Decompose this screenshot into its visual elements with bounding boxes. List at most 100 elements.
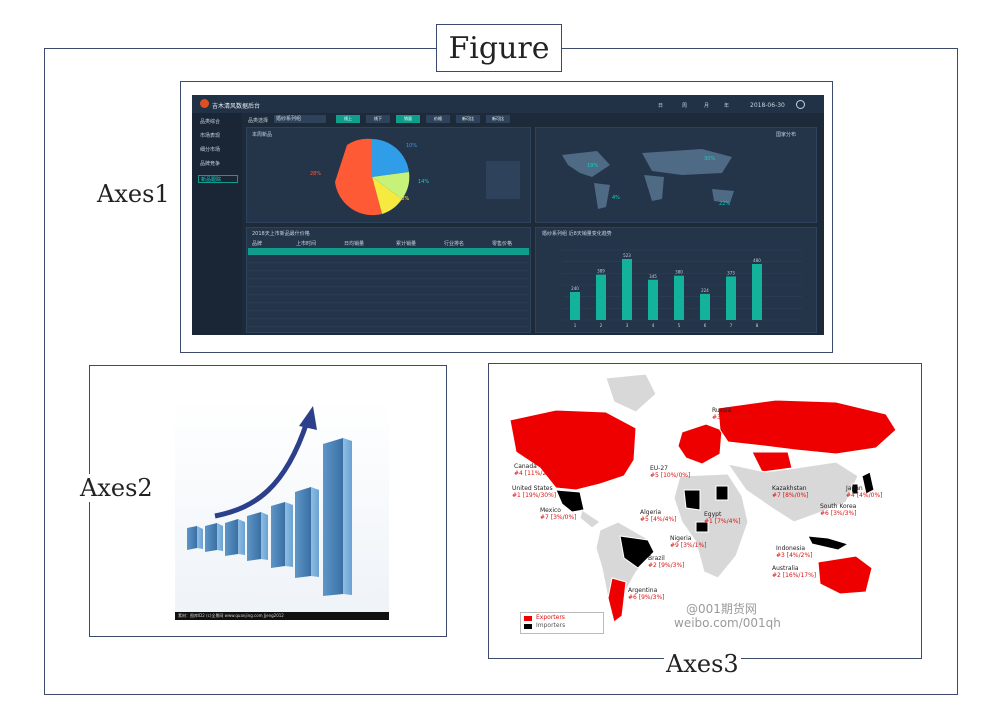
bar-data-label: 240	[571, 286, 579, 291]
image-caption-bar	[175, 612, 389, 620]
sidebar-item-segment[interactable]: 细分市场	[200, 147, 221, 153]
user-icon[interactable]	[796, 100, 805, 109]
pie-legend-box	[486, 161, 520, 199]
bar-data-label: 224	[701, 288, 709, 293]
table-header-date: 上市时间	[296, 241, 317, 247]
dashboard-map-card	[535, 127, 817, 223]
table-card-title: 2018天上市新品最什价格	[252, 231, 310, 237]
sidebar-item-newproduct[interactable]: 新品跟踪	[198, 175, 238, 183]
table-header-rank: 行业排名	[444, 241, 465, 247]
legend-swatch-exporters	[524, 616, 532, 621]
watermark-line2: weibo.com/001qh	[674, 616, 781, 630]
growth-bar-image	[175, 398, 389, 620]
legend-label-importers: Importers	[536, 622, 566, 629]
bar-mark	[700, 293, 710, 320]
bar-mark	[596, 274, 606, 320]
pie-label-2: 28%	[310, 171, 322, 177]
value-eu27: #5 [10%/0%]	[650, 472, 690, 479]
label-brazil: Brazil	[648, 555, 665, 562]
dashboard-topbar	[192, 95, 824, 113]
tab-online[interactable]: 线上	[336, 115, 360, 123]
world-map-svg	[509, 373, 897, 623]
period-tab-year[interactable]: 年	[724, 103, 730, 109]
axes2-label: Axes2	[78, 474, 155, 502]
filter-select[interactable]: 婚纱系列组	[274, 115, 326, 123]
bar-x-tick: 2	[600, 323, 603, 328]
value-japan: #4 [4%/0%]	[846, 492, 883, 499]
map-labels: Russia #3 [14%/0%] Canada #4 [11%/23%] U…	[512, 407, 883, 601]
growth-arrow	[214, 421, 310, 519]
bar-mark	[674, 275, 684, 320]
arrow-head-icon	[299, 406, 317, 430]
value-argentina: #6 [9%/3%]	[628, 594, 665, 601]
pie-chart	[335, 138, 410, 216]
figure-title: Figure	[436, 24, 562, 72]
value-nigeria: #9 [3%/1%]	[670, 542, 707, 549]
period-tab-month[interactable]: 月	[704, 103, 710, 109]
trade-world-map: Russia #3 [14%/0%] Canada #4 [11%/23%] U…	[496, 372, 906, 644]
map-legend	[520, 612, 604, 634]
period-tab-day[interactable]: 日	[658, 103, 664, 109]
bar-mark	[752, 264, 762, 320]
map-pct-4: 22%	[719, 201, 731, 207]
growth-bars	[187, 438, 352, 596]
dashboard-date: 2018-06-30	[750, 102, 785, 109]
value-canada: #4 [11%/23%]	[514, 470, 558, 477]
dashboard-screenshot: 吉木清风数据后台 日 周 月 年 2018-06-30 品类综合 市场表现 细分…	[192, 95, 824, 335]
value-russia: #3 [14%/0%]	[712, 414, 752, 421]
tab-price[interactable]: 价格	[426, 115, 450, 123]
map-pct-1: 19%	[587, 163, 599, 169]
tab-offline[interactable]: 线下	[366, 115, 390, 123]
pie-card-title: 本周新品	[252, 132, 273, 138]
bar-mark	[622, 258, 632, 320]
table-row-selected[interactable]	[248, 248, 529, 255]
sidebar-item-brand[interactable]: 品牌竞争	[200, 161, 221, 167]
pie-label-3: 14%	[418, 179, 430, 185]
brand-logo-icon	[200, 99, 209, 108]
sidebar-item-category[interactable]: 品类综合	[200, 119, 221, 125]
watermark-line1: @001期货网	[686, 602, 757, 616]
bar-data-label: 523	[623, 253, 631, 258]
tab-compare-2[interactable]: 新可比	[486, 115, 510, 123]
dashboard-sidebar	[192, 113, 242, 335]
dashboard-world-map	[562, 149, 734, 209]
dashboard-bar-chart: 240 1 389 2 523 3 345 4 380 5 224 6 373 7 480 8	[562, 249, 802, 328]
value-brazil: #2 [9%/3%]	[648, 562, 685, 569]
map-pct-3: 4%	[612, 195, 620, 201]
period-tab-week[interactable]: 周	[682, 103, 688, 109]
bar-x-tick: 5	[678, 323, 681, 328]
bar-data-label: 373	[727, 270, 735, 275]
bar-data-label: 389	[597, 269, 605, 274]
label-argentina: Argentina	[628, 587, 658, 594]
axes3-label: Axes3	[664, 650, 741, 678]
bar-mark	[570, 292, 580, 320]
value-mexico: #7 [3%/0%]	[540, 514, 577, 521]
value-australia: #2 [16%/17%]	[772, 572, 816, 579]
pie-label-4: 10%	[398, 196, 410, 202]
label-south-korea: South Korea	[820, 503, 857, 510]
label-russia: Russia	[712, 407, 732, 414]
label-united-states: United States	[512, 485, 553, 492]
label-kazakhstan: Kazakhstan	[772, 485, 807, 492]
tab-sales[interactable]: 销量	[396, 115, 420, 123]
axes1-label: Axes1	[95, 180, 172, 208]
bar-x-tick: 3	[626, 323, 629, 328]
label-algeria: Algeria	[640, 509, 661, 516]
value-indonesia: #3 [4%/2%]	[776, 552, 813, 559]
value-south-korea: #6 [3%/3%]	[820, 510, 857, 517]
table-header-price: 零售价格	[492, 241, 513, 247]
bar-x-tick: 7	[730, 323, 733, 328]
dashboard-map-title: 国家分布	[776, 132, 797, 138]
value-egypt: #1 [7%/4%]	[704, 518, 741, 525]
legend-label-exporters: Exporters	[536, 614, 565, 621]
label-japan: Japan	[845, 485, 863, 492]
bar-card-title: 婚纱系列组 近8天销量变化趋势	[542, 231, 612, 237]
map-pct-2: 30%	[704, 156, 716, 162]
bar-mark	[726, 276, 736, 320]
label-mexico: Mexico	[540, 507, 561, 514]
legend-swatch-importers	[524, 624, 532, 629]
label-indonesia: Indonesia	[776, 545, 805, 552]
tab-compare-1[interactable]: 新可比	[456, 115, 480, 123]
label-australia: Australia	[772, 565, 799, 572]
sidebar-item-market[interactable]: 市场表现	[200, 133, 221, 139]
